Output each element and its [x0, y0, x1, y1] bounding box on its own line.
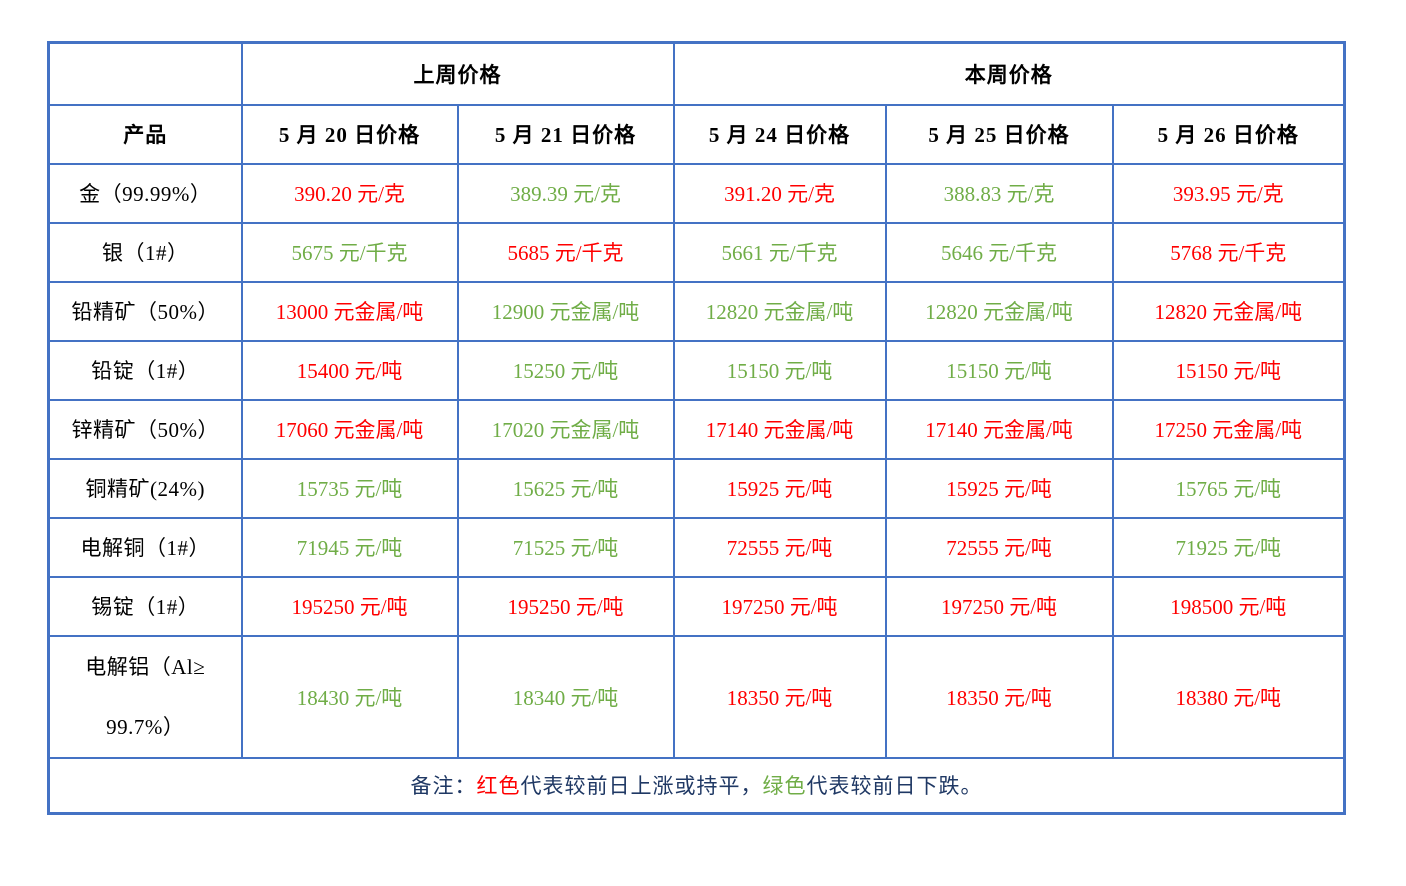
note-segment: 备注： — [410, 774, 477, 799]
table-row: 电解铜（1#） 71945 元/吨 71525 元/吨 72555 元/吨 72555 … — [47, 516, 1346, 578]
price-cell: 17020 元金属/吨 — [456, 398, 675, 460]
table-row: 电解铝（Al≥ 99.7%） 18430 元/吨 18340 元/吨 18350 元/… — [47, 634, 1346, 759]
empty-corner-cell — [47, 41, 243, 106]
price-cell: 17250 元金属/吨 — [1111, 398, 1346, 460]
price-cell: 12820 元金属/吨 — [884, 280, 1114, 342]
price-cell: 18380 元/吨 — [1111, 634, 1346, 759]
note-segment: 代表较前日下跌。 — [806, 774, 983, 799]
group-header-row: 上周价格 本周价格 — [47, 41, 1346, 106]
price-cell: 390.20 元/克 — [240, 162, 459, 224]
price-cell: 12820 元金属/吨 — [1111, 280, 1346, 342]
price-cell: 18350 元/吨 — [884, 634, 1114, 759]
price-cell: 197250 元/吨 — [672, 575, 887, 637]
price-cell: 388.83 元/克 — [884, 162, 1114, 224]
product-cell: 银（1#） — [47, 221, 243, 283]
date-column-header: 5 月 20 日价格 — [240, 103, 459, 165]
table-row: 铅锭（1#） 15400 元/吨 15250 元/吨 15150 元/吨 15150 元… — [47, 339, 1346, 401]
note-segment: 红色 — [476, 774, 521, 799]
price-cell: 12820 元金属/吨 — [672, 280, 887, 342]
price-cell: 5661 元/千克 — [672, 221, 887, 283]
product-cell: 锌精矿（50%） — [47, 398, 243, 460]
price-cell: 198500 元/吨 — [1111, 575, 1346, 637]
price-cell: 12900 元金属/吨 — [456, 280, 675, 342]
date-column-header: 5 月 25 日价格 — [884, 103, 1114, 165]
product-cell: 电解铝（Al≥ 99.7%） — [47, 634, 243, 759]
table-row: 锡锭（1#） 195250 元/吨 195250 元/吨 197250 元/吨 1972… — [47, 575, 1346, 637]
note-segment: 绿色 — [762, 774, 807, 799]
this-week-price-header: 本周价格 — [672, 41, 1346, 106]
note-text: 备注：红色代表较前日上涨或持平，绿色代表较前日下跌。 — [47, 756, 1346, 815]
column-header-row: 产品 5 月 20 日价格 5 月 21 日价格 5 月 24 日价格 5 月 … — [47, 103, 1346, 165]
price-cell: 15735 元/吨 — [240, 457, 459, 519]
price-cell: 15625 元/吨 — [456, 457, 675, 519]
note-segment: 代表较前日上涨或持平， — [520, 774, 763, 799]
price-cell: 197250 元/吨 — [884, 575, 1114, 637]
price-cell: 393.95 元/克 — [1111, 162, 1346, 224]
table-row: 金（99.99%） 390.20 元/克 389.39 元/克 391.20 元/克 3… — [47, 162, 1346, 224]
product-cell: 金（99.99%） — [47, 162, 243, 224]
price-cell: 389.39 元/克 — [456, 162, 675, 224]
price-cell: 18430 元/吨 — [240, 634, 459, 759]
table-row: 锌精矿（50%） 17060 元金属/吨 17020 元金属/吨 17140 元金属/… — [47, 398, 1346, 460]
price-cell: 15765 元/吨 — [1111, 457, 1346, 519]
price-cell: 5768 元/千克 — [1111, 221, 1346, 283]
table-row: 铅精矿（50%） 13000 元金属/吨 12900 元金属/吨 12820 元金属/… — [47, 280, 1346, 342]
price-cell: 17060 元金属/吨 — [240, 398, 459, 460]
date-column-header: 5 月 24 日价格 — [672, 103, 887, 165]
product-column-header: 产品 — [47, 103, 243, 165]
price-cell: 15925 元/吨 — [672, 457, 887, 519]
price-cell: 17140 元金属/吨 — [672, 398, 887, 460]
price-cell: 5646 元/千克 — [884, 221, 1114, 283]
price-cell: 18350 元/吨 — [672, 634, 887, 759]
price-cell: 15250 元/吨 — [456, 339, 675, 401]
price-cell: 5685 元/千克 — [456, 221, 675, 283]
table-row: 银（1#） 5675 元/千克 5685 元/千克 5661 元/千克 5646 元/千… — [47, 221, 1346, 283]
price-cell: 71925 元/吨 — [1111, 516, 1346, 578]
date-column-header: 5 月 21 日价格 — [456, 103, 675, 165]
product-cell: 铅精矿（50%） — [47, 280, 243, 342]
note-row: 备注：红色代表较前日上涨或持平，绿色代表较前日下跌。 — [47, 756, 1346, 815]
product-cell: 铜精矿(24%) — [47, 457, 243, 519]
table-row: 铜精矿(24%) 15735 元/吨 15625 元/吨 15925 元/吨 15925… — [47, 457, 1346, 519]
price-cell: 17140 元金属/吨 — [884, 398, 1114, 460]
price-cell: 13000 元金属/吨 — [240, 280, 459, 342]
product-cell: 铅锭（1#） — [47, 339, 243, 401]
price-cell: 15150 元/吨 — [884, 339, 1114, 401]
last-week-price-header: 上周价格 — [240, 41, 675, 106]
price-cell: 15150 元/吨 — [672, 339, 887, 401]
price-cell: 195250 元/吨 — [240, 575, 459, 637]
price-cell: 71525 元/吨 — [456, 516, 675, 578]
price-cell: 391.20 元/克 — [672, 162, 887, 224]
price-cell: 18340 元/吨 — [456, 634, 675, 759]
product-cell: 电解铜（1#） — [47, 516, 243, 578]
price-cell: 72555 元/吨 — [672, 516, 887, 578]
product-cell: 锡锭（1#） — [47, 575, 243, 637]
price-cell: 15150 元/吨 — [1111, 339, 1346, 401]
price-cell: 15925 元/吨 — [884, 457, 1114, 519]
price-cell: 5675 元/千克 — [240, 221, 459, 283]
table-body: 金（99.99%） 390.20 元/克 389.39 元/克 391.20 元/克 3… — [47, 162, 1346, 759]
price-cell: 15400 元/吨 — [240, 339, 459, 401]
price-cell: 195250 元/吨 — [456, 575, 675, 637]
metal-price-table: 上周价格 本周价格 产品 5 月 20 日价格 5 月 21 日价格 5 月 2… — [47, 41, 1347, 815]
price-cell: 72555 元/吨 — [884, 516, 1114, 578]
price-cell: 71945 元/吨 — [240, 516, 459, 578]
date-column-header: 5 月 26 日价格 — [1111, 103, 1346, 165]
